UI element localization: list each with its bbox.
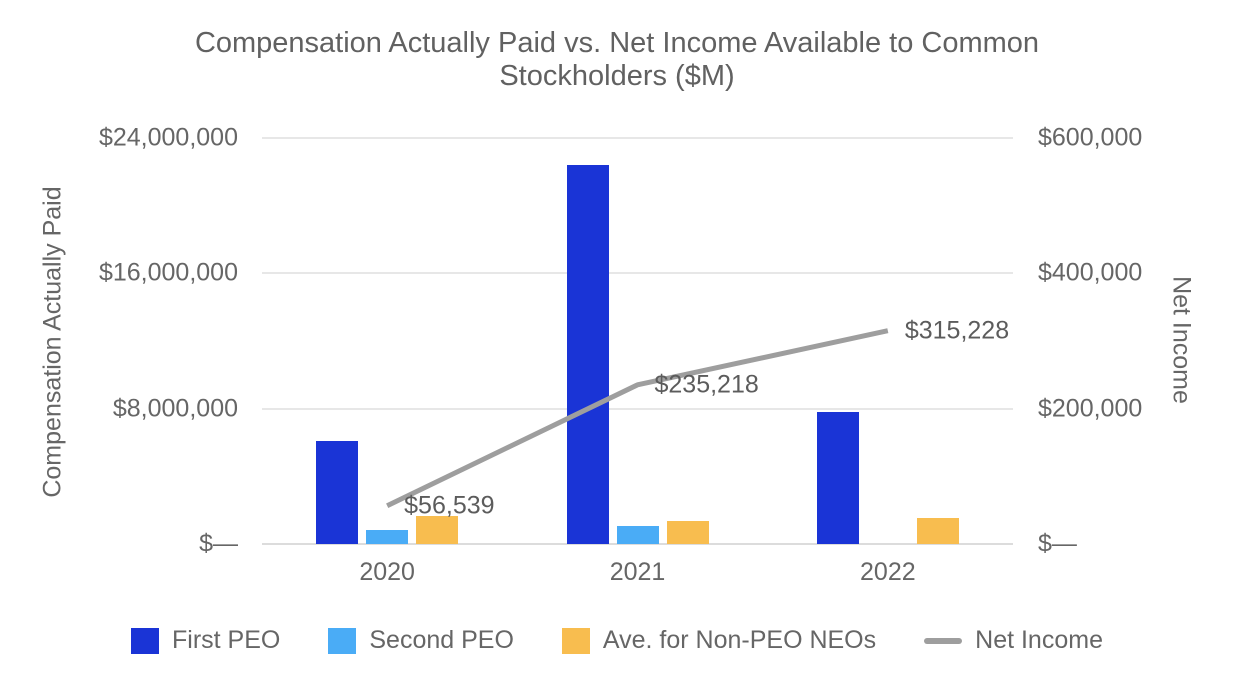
gridline <box>262 407 1013 410</box>
right-axis-tick: $400,000 <box>1038 258 1143 287</box>
legend-label-first-peo: First PEO <box>172 626 281 654</box>
left-axis-tick: $— <box>199 529 238 558</box>
plot-area: $56,539 $235,218 $315,228 <box>262 137 1013 545</box>
line-data-label-2022: $315,228 <box>904 316 1010 345</box>
legend-item-second-peo: Second PEO <box>328 626 514 655</box>
bar-first-peo-2022 <box>816 412 859 544</box>
legend-label-ave-for-non-peo-neos: Ave. for Non-PEO NEOs <box>602 626 877 654</box>
left-axis-tick: $8,000,000 <box>112 394 238 423</box>
left-axis-tick: $24,000,000 <box>98 123 238 152</box>
right-axis-tick: $200,000 <box>1038 394 1143 423</box>
bar-ave-for-non-peo-neos-2021 <box>666 521 709 544</box>
x-axis-label-2020: 2020 <box>359 558 415 586</box>
right-axis-title: Net Income <box>1167 276 1196 404</box>
bar-ave-for-non-peo-neos-2022 <box>916 517 959 544</box>
legend-label-net-income: Net Income <box>975 626 1103 654</box>
left-axis-title: Compensation Actually Paid <box>38 186 67 498</box>
bar-second-peo-2021 <box>616 526 659 544</box>
line-data-label-2020: $56,539 <box>404 491 495 520</box>
legend-swatch-second-peo <box>328 627 357 654</box>
net-income-polyline <box>386 328 889 508</box>
legend-swatch-first-peo <box>131 627 160 654</box>
bar-first-peo-2021 <box>566 165 609 544</box>
gridline <box>262 137 1013 139</box>
right-axis-tick: $— <box>1038 529 1077 558</box>
left-axis-tick: $16,000,000 <box>98 258 238 287</box>
legend: First PEO Second PEO Ave. for Non-PEO NEOs… <box>0 626 1234 655</box>
gridline <box>262 272 1013 275</box>
legend-item-ave-for-non-peo-neos: Ave. for Non-PEO NEOs <box>561 626 877 655</box>
bar-first-peo-2020 <box>316 440 359 544</box>
bar-ave-for-non-peo-neos-2020 <box>416 516 459 544</box>
legend-item-net-income: Net Income <box>924 626 1103 655</box>
line-data-label-2021: $235,218 <box>654 370 759 399</box>
x-axis-label-2021: 2021 <box>609 558 666 586</box>
legend-swatch-ave-for-non-peo-neos <box>561 627 590 654</box>
chart-title: Compensation Actually Paid vs. Net Incom… <box>194 27 1040 93</box>
legend-swatch-net-income <box>924 637 963 644</box>
right-axis-tick: $600,000 <box>1038 123 1143 152</box>
legend-item-first-peo: First PEO <box>131 626 280 655</box>
x-axis-label-2022: 2022 <box>860 558 916 586</box>
net-income-line <box>386 328 889 508</box>
legend-label-second-peo: Second PEO <box>369 626 514 654</box>
gridline <box>262 543 1013 545</box>
bar-second-peo-2020 <box>366 529 409 544</box>
